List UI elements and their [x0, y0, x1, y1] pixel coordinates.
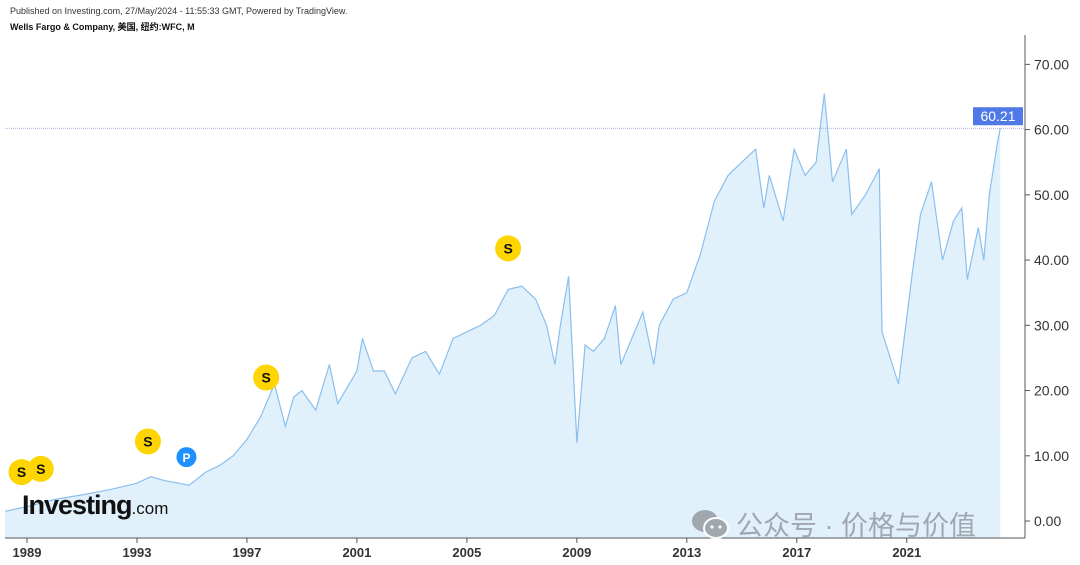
- watermark-text: 公众号 · 价格与价值: [736, 511, 976, 541]
- event-marker-s: [253, 364, 280, 391]
- event-marker-s: [495, 235, 522, 262]
- x-tick-label: 1997: [232, 545, 261, 560]
- event-label: P: [182, 451, 190, 465]
- x-tick-label: 2021: [892, 545, 921, 560]
- event-marker-s: [8, 459, 35, 486]
- chart-title: Wells Fargo & Company, 美国, 纽约:WFC, M: [10, 22, 195, 32]
- event-label: S: [262, 370, 271, 386]
- area-fill: [5, 93, 1001, 538]
- price-line: [4, 93, 1001, 512]
- y-tick-label: 40.00: [1034, 252, 1069, 268]
- y-tick-label: 10.00: [1034, 448, 1069, 464]
- event-marker-p: [176, 447, 197, 468]
- event-label: S: [36, 461, 45, 477]
- last-price-label: 60.21: [980, 108, 1015, 124]
- event-label: S: [143, 433, 152, 449]
- logo-suffix: .com: [131, 499, 169, 518]
- y-tick-label: 60.00: [1034, 122, 1069, 138]
- y-tick-label: 20.00: [1034, 383, 1069, 399]
- last-price-badge: [973, 107, 1023, 126]
- wechat-icon: [692, 509, 729, 539]
- investing-logo: Investing.com: [22, 490, 168, 521]
- x-tick-label: 1993: [123, 545, 152, 560]
- published-note: Published on Investing.com, 27/May/2024 …: [10, 6, 348, 16]
- event-marker-s: [27, 455, 54, 482]
- y-tick-label: 70.00: [1034, 56, 1069, 72]
- x-tick-label: 2001: [342, 545, 371, 560]
- watermark: 公众号 · 价格与价值: [690, 504, 976, 543]
- x-tick-label: 2013: [672, 545, 701, 560]
- event-label: S: [503, 240, 512, 256]
- x-tick-label: 2017: [782, 545, 811, 560]
- y-tick-label: 30.00: [1034, 317, 1069, 333]
- x-tick-label: 2009: [562, 545, 591, 560]
- y-tick-label: 50.00: [1034, 187, 1069, 203]
- logo-main: Investing: [22, 490, 133, 520]
- x-tick-label: 2005: [452, 545, 481, 560]
- y-tick-label: 0.00: [1034, 513, 1061, 529]
- event-label: S: [17, 464, 26, 480]
- event-marker-s: [134, 428, 161, 455]
- x-tick-label: 1989: [13, 545, 42, 560]
